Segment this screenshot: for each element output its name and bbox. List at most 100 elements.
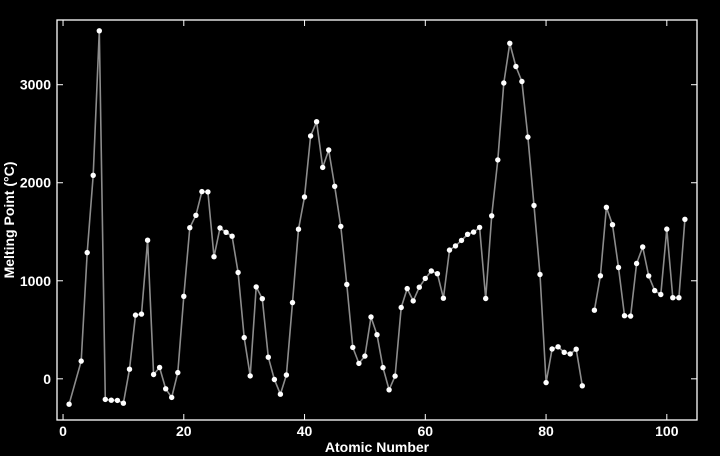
data-point	[277, 391, 284, 397]
data-point	[646, 273, 652, 279]
data-point	[90, 172, 96, 178]
data-point	[150, 371, 157, 378]
data-point	[368, 314, 374, 320]
x-tick-label: 40	[297, 423, 313, 439]
data-point	[175, 369, 181, 376]
data-point	[458, 237, 465, 244]
data-point	[187, 225, 193, 231]
data-point	[676, 295, 682, 301]
data-point	[410, 298, 416, 304]
data-point	[531, 202, 537, 209]
data-point	[501, 80, 507, 86]
data-point	[356, 360, 362, 367]
x-tick-label: 80	[538, 423, 554, 439]
data-point	[513, 63, 519, 70]
y-tick-label: 2000	[20, 175, 51, 191]
data-point	[84, 249, 90, 256]
x-tick-label: 100	[655, 423, 679, 439]
data-point	[609, 222, 616, 228]
data-point	[362, 353, 368, 359]
data-point	[573, 346, 579, 352]
data-point	[615, 264, 622, 271]
data-point	[301, 194, 308, 200]
data-point	[120, 400, 127, 406]
data-point	[597, 273, 604, 279]
data-point	[235, 269, 241, 276]
data-point	[138, 311, 145, 317]
data-point	[241, 334, 247, 341]
data-point	[561, 349, 567, 355]
data-point	[567, 351, 573, 357]
data-point	[452, 243, 459, 249]
data-point	[114, 397, 121, 404]
data-point	[253, 284, 259, 290]
data-point	[386, 387, 392, 393]
data-point	[422, 275, 428, 282]
data-point	[392, 373, 398, 379]
data-point	[519, 78, 525, 85]
x-tick-label: 0	[59, 423, 67, 439]
data-point	[283, 372, 290, 378]
data-point	[633, 260, 640, 267]
data-point	[682, 216, 688, 222]
data-point	[211, 254, 217, 260]
y-tick-label: 1000	[20, 273, 51, 289]
data-point	[126, 366, 133, 372]
data-point	[428, 268, 434, 274]
data-point	[446, 247, 453, 253]
data-point	[132, 312, 139, 318]
y-tick-label: 0	[43, 371, 51, 387]
data-point	[434, 271, 441, 277]
y-axis-label: Melting Point (°C)	[1, 162, 17, 279]
data-point	[476, 224, 483, 231]
data-point	[307, 133, 314, 139]
data-point	[658, 291, 664, 298]
data-point	[555, 344, 561, 350]
data-point	[664, 226, 670, 232]
data-point	[507, 40, 513, 46]
data-point	[199, 188, 205, 195]
data-point	[156, 364, 163, 371]
data-point	[205, 189, 211, 195]
data-point	[193, 212, 199, 218]
data-point	[470, 229, 477, 235]
data-point	[543, 379, 549, 386]
data-point	[66, 401, 72, 407]
data-point	[295, 226, 302, 232]
data-point	[489, 213, 495, 219]
data-point	[313, 119, 320, 125]
data-point	[627, 313, 634, 319]
x-axis-label: Atomic Number	[325, 439, 430, 455]
data-point	[380, 364, 386, 371]
data-point	[549, 346, 555, 352]
data-point	[350, 344, 356, 351]
data-point	[163, 386, 169, 392]
data-point	[398, 304, 404, 311]
data-point	[495, 157, 501, 163]
data-point	[603, 204, 610, 210]
data-point	[537, 271, 543, 278]
series-points	[66, 28, 688, 407]
data-point	[96, 28, 103, 34]
data-point	[640, 244, 646, 250]
data-point	[259, 296, 265, 302]
data-point	[344, 281, 350, 288]
data-point	[440, 295, 447, 301]
data-point	[247, 373, 253, 379]
data-point	[416, 284, 422, 290]
y-tick-label: 3000	[20, 77, 51, 93]
x-tick-label: 60	[418, 423, 434, 439]
data-point	[374, 332, 380, 338]
data-point	[332, 183, 338, 189]
data-point	[404, 285, 410, 292]
data-point	[338, 223, 344, 230]
data-point	[621, 313, 628, 319]
data-point	[223, 229, 229, 235]
data-point	[579, 383, 585, 389]
plot-frame	[56, 19, 698, 421]
data-point	[78, 358, 84, 364]
data-point	[464, 231, 471, 237]
data-point	[652, 287, 658, 294]
data-point	[289, 299, 296, 306]
